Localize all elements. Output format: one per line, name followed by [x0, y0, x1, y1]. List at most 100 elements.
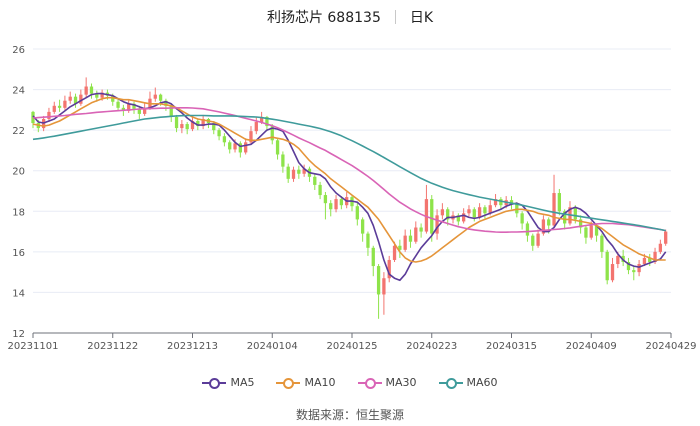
x-tick-label: 20240315 [486, 341, 537, 352]
candle [127, 99, 131, 113]
candle-body [244, 142, 248, 153]
candle-body [158, 94, 163, 101]
candle [648, 253, 652, 267]
candle [541, 215, 546, 236]
candle [355, 203, 359, 226]
candle-body [233, 143, 237, 150]
candle [206, 117, 211, 129]
candle-body [174, 116, 179, 129]
candle-body [222, 136, 227, 143]
stock-name: 利扬芯片 688135 [266, 10, 381, 26]
candle [557, 188, 561, 216]
candle [360, 217, 365, 242]
candle [323, 192, 328, 220]
candle [568, 201, 572, 226]
candle [116, 98, 120, 111]
candle-body [637, 264, 641, 273]
candle-body [249, 131, 253, 143]
candle-body [594, 225, 599, 236]
data-source: 数据来源：恒生聚源 [295, 408, 404, 422]
candle [132, 101, 136, 114]
candle [664, 229, 668, 246]
candle-body [520, 213, 524, 224]
candle-body [291, 169, 296, 179]
candle-body [563, 211, 567, 224]
candle [472, 207, 476, 222]
candle-body [440, 209, 445, 216]
candle-body [578, 219, 583, 228]
title-separator [394, 10, 396, 24]
candle [536, 229, 540, 248]
legend-item-ma60[interactable]: MA60 [438, 376, 498, 389]
candle-body [419, 227, 423, 232]
candle [435, 209, 439, 240]
candle-body [403, 235, 407, 250]
candle-body [116, 101, 120, 108]
y-tick-label: 16 [12, 248, 25, 259]
candle [313, 173, 317, 190]
candle [483, 205, 487, 219]
candle [52, 101, 56, 114]
candle-body [185, 124, 189, 130]
legend-item-ma30[interactable]: MA30 [357, 376, 417, 389]
x-tick-label: 20231122 [87, 341, 138, 352]
candle-body [281, 154, 285, 167]
candle [47, 107, 51, 123]
candle [174, 114, 179, 133]
candle [610, 257, 615, 283]
candle-body [531, 235, 535, 246]
candle [414, 221, 418, 244]
period-label[interactable]: 日K [409, 10, 434, 26]
candle-body [84, 86, 88, 95]
candle [153, 87, 157, 102]
candle [249, 126, 253, 145]
legend-item-ma5[interactable]: MA5 [202, 376, 254, 389]
candle [520, 211, 524, 230]
legend-item-ma10[interactable]: MA10 [276, 376, 336, 389]
candle-body [536, 233, 540, 246]
candle [286, 163, 290, 183]
candle-body [382, 278, 386, 295]
candle-body [297, 169, 301, 174]
candle-body [493, 199, 498, 206]
candle [446, 207, 450, 226]
x-tick-label: 20231213 [167, 341, 218, 352]
candle-body [446, 209, 450, 220]
y-tick-label: 20 [12, 167, 25, 178]
candle-body [275, 140, 280, 155]
ma-line-ma60 [32, 114, 666, 232]
candle [89, 83, 94, 99]
candle [212, 121, 216, 135]
candle [632, 266, 636, 281]
candle [366, 231, 370, 256]
candle-body [265, 116, 269, 127]
candle [73, 93, 78, 108]
candle-body [557, 193, 561, 212]
candle-body [653, 251, 657, 262]
candle-body [254, 122, 258, 132]
candle [217, 128, 221, 141]
candle-body [648, 257, 652, 262]
candle [658, 239, 663, 254]
candle [398, 239, 402, 258]
candle [68, 91, 72, 104]
candle [307, 166, 312, 182]
candle-body [499, 199, 503, 206]
candles [31, 77, 668, 319]
candle [600, 233, 604, 258]
candle-body [477, 207, 482, 218]
candle-body [541, 219, 546, 234]
candle-body [313, 176, 317, 185]
ma-lines [32, 92, 667, 282]
candle-body [137, 108, 141, 114]
candle [297, 165, 301, 179]
candle-body [408, 235, 413, 242]
x-tick-label: 20240125 [327, 341, 378, 352]
candle [552, 174, 556, 228]
candle-body [190, 121, 195, 130]
candle-body [616, 255, 620, 265]
y-axis: 12 14 16 18 20 22 24 26 [12, 45, 25, 340]
ma60-swatch [438, 377, 463, 389]
candle-body [334, 199, 338, 210]
